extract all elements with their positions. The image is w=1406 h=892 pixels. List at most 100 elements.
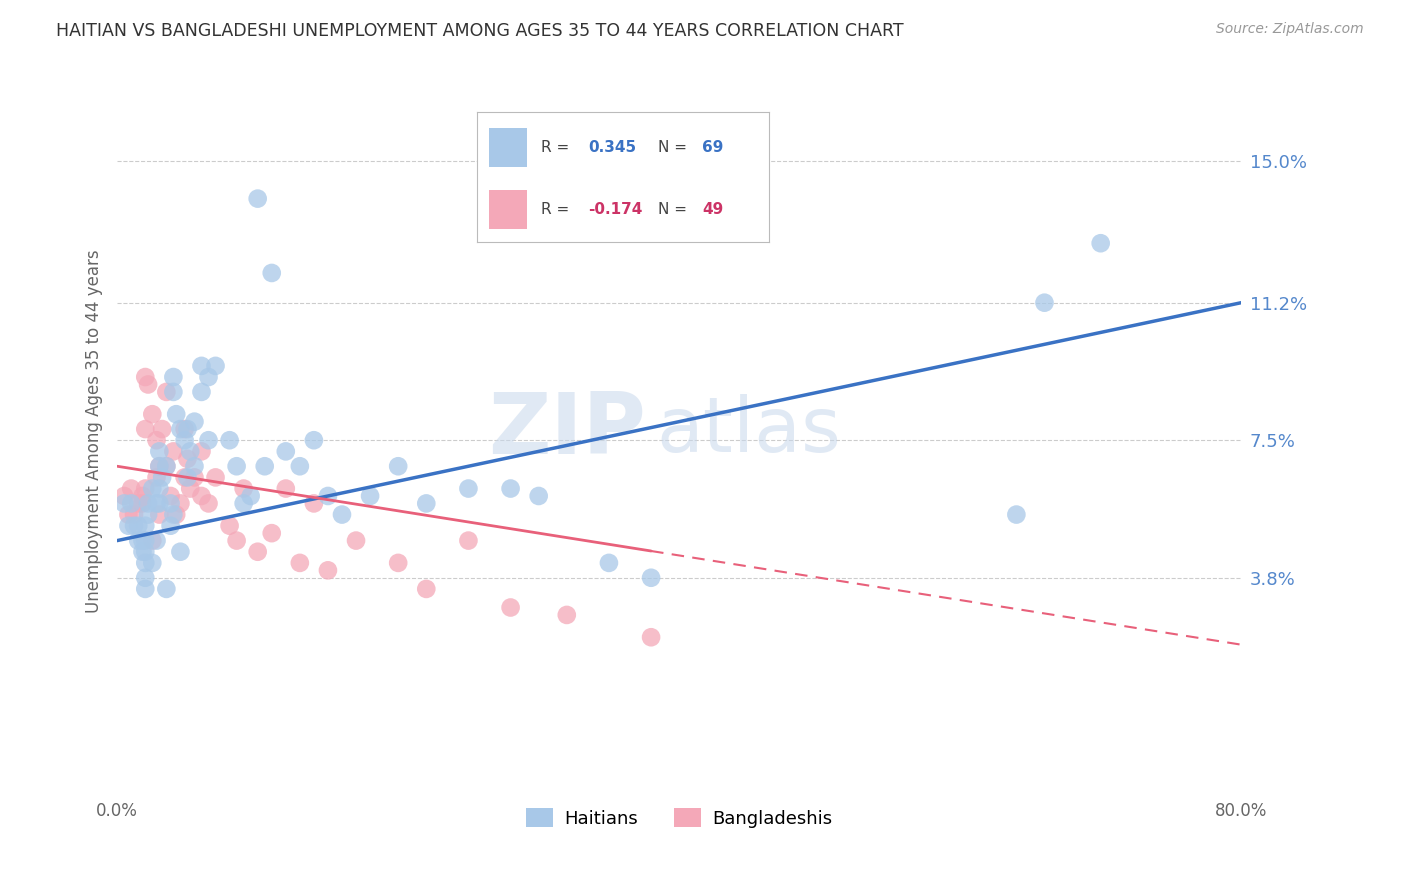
Point [225,533,247,548]
Point [169,422,191,436]
Point [499,482,522,496]
Point [136,377,159,392]
Point [120,496,142,510]
Point [415,496,437,510]
Point [176,451,198,466]
Point [169,545,191,559]
Point [117,508,139,522]
Point [145,496,167,510]
Point [274,482,297,496]
Point [457,533,479,548]
Point [148,482,170,496]
Point [197,496,219,510]
Point [204,359,226,373]
Text: ZIP: ZIP [488,390,645,473]
Point [316,563,339,577]
Point [387,556,409,570]
Point [253,459,276,474]
Point [131,489,153,503]
Point [190,384,212,399]
Point [148,459,170,474]
Point [131,545,153,559]
Point [1033,295,1056,310]
Point [150,422,173,436]
Point [127,518,149,533]
Text: atlas: atlas [657,394,842,468]
Point [499,600,522,615]
Point [527,489,550,503]
Point [288,556,311,570]
Point [176,422,198,436]
Point [134,518,156,533]
Point [134,582,156,596]
Point [260,526,283,541]
Point [134,533,156,548]
Point [197,434,219,448]
Legend: Haitians, Bangladeshis: Haitians, Bangladeshis [519,801,839,835]
Point [232,482,254,496]
Point [145,434,167,448]
Point [148,444,170,458]
Y-axis label: Unemployment Among Ages 35 to 44 years: Unemployment Among Ages 35 to 44 years [86,249,103,613]
Point [415,582,437,596]
Text: HAITIAN VS BANGLADESHI UNEMPLOYMENT AMONG AGES 35 TO 44 YEARS CORRELATION CHART: HAITIAN VS BANGLADESHI UNEMPLOYMENT AMON… [56,22,904,40]
Point [122,508,145,522]
Point [134,571,156,585]
Point [162,444,184,458]
Point [120,482,142,496]
Point [640,630,662,644]
Point [260,266,283,280]
Point [134,422,156,436]
Point [173,434,195,448]
Point [136,496,159,510]
Point [246,545,269,559]
Point [150,470,173,484]
Point [141,482,163,496]
Point [134,482,156,496]
Point [316,489,339,503]
Point [330,508,353,522]
Point [169,496,191,510]
Point [155,384,177,399]
Point [131,496,153,510]
Point [359,489,381,503]
Point [162,384,184,399]
Text: Source: ZipAtlas.com: Source: ZipAtlas.com [1216,22,1364,37]
Point [141,407,163,421]
Point [190,489,212,503]
Point [179,444,201,458]
Point [148,496,170,510]
Point [134,545,156,559]
Point [176,470,198,484]
Point [165,508,187,522]
Point [165,407,187,421]
Point [183,415,205,429]
Point [1005,508,1028,522]
Point [173,470,195,484]
Point [162,370,184,384]
Point [246,192,269,206]
Point [112,489,135,503]
Point [131,533,153,548]
Point [127,496,149,510]
Point [190,359,212,373]
Point [302,434,325,448]
Point [155,582,177,596]
Point [598,556,620,570]
Point [155,459,177,474]
Point [302,496,325,510]
Point [145,533,167,548]
Point [134,556,156,570]
Point [344,533,367,548]
Point [148,508,170,522]
Point [136,508,159,522]
Point [225,459,247,474]
Point [173,422,195,436]
Point [555,607,578,622]
Point [159,489,181,503]
Point [1090,236,1112,251]
Point [112,496,135,510]
Point [145,470,167,484]
Point [197,370,219,384]
Point [122,518,145,533]
